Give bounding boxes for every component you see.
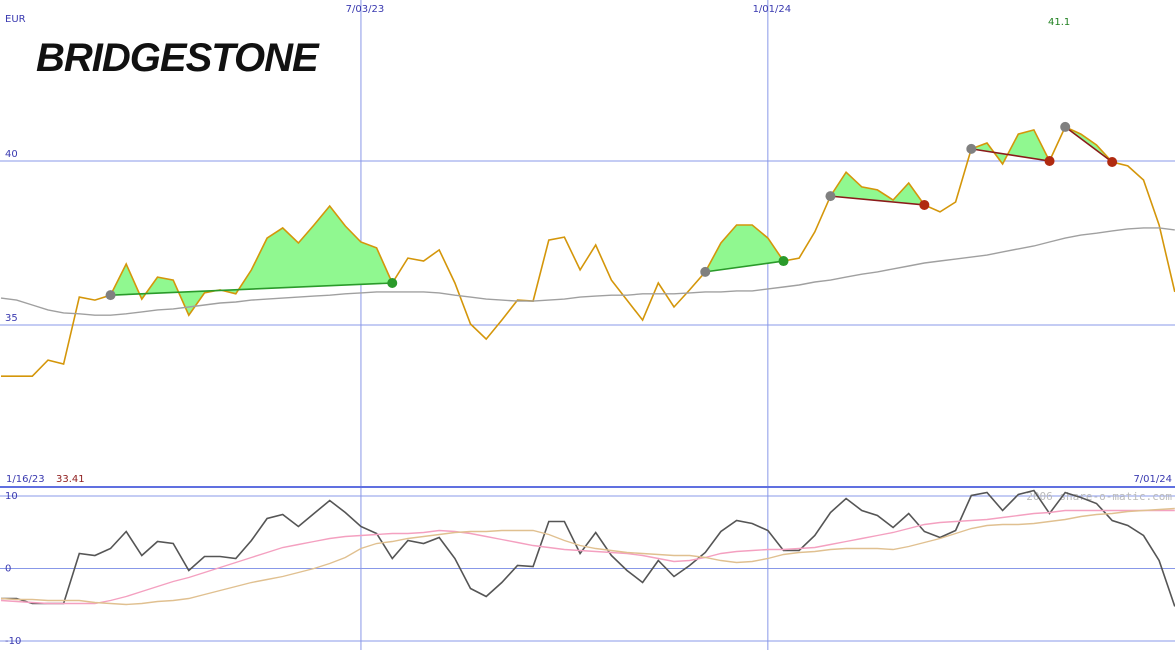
period-start: 1/16/23: [6, 474, 45, 485]
signal-area: [110, 206, 393, 316]
trend-line: [705, 260, 784, 273]
start-price: 33.41: [56, 474, 85, 485]
signal-start: [105, 290, 116, 301]
period-end: 7/01/24: [1133, 474, 1172, 485]
series-line: [1, 125, 1175, 377]
watermark: 2006 share-o-matic.com: [1026, 490, 1172, 503]
signal-end: [1107, 157, 1118, 168]
y-tick-label: 40: [5, 149, 18, 160]
signal-area: [705, 225, 784, 272]
trend-line: [830, 195, 925, 206]
signal-end: [387, 278, 398, 289]
logo: BRIDGESTONE: [36, 36, 320, 80]
signal-start: [825, 191, 836, 202]
x-tick-label: 1/01/24: [753, 4, 792, 15]
series-line: [0, 509, 1175, 605]
series-line: [0, 507, 1175, 606]
x-tick-label: 7/03/23: [346, 4, 385, 15]
y-tick-label: 35: [5, 313, 18, 324]
trend-line: [1064, 126, 1113, 163]
trend-line: [110, 282, 393, 296]
series-line: [0, 227, 1175, 316]
series-line: [1, 489, 1175, 607]
y-tick-label: 0: [5, 564, 11, 575]
signal-end: [919, 199, 930, 210]
signal-start: [700, 266, 711, 277]
signal-start: [966, 143, 977, 154]
signal-end: [778, 256, 789, 267]
unit-label: EUR: [5, 14, 26, 25]
y-tick-label: 10: [5, 491, 18, 502]
signal-area: [971, 129, 1050, 164]
high-label: 41.1: [1048, 17, 1070, 28]
trend-line: [971, 148, 1050, 162]
signal-end: [1044, 156, 1055, 167]
y-tick-label: -10: [5, 636, 21, 647]
signal-start: [1060, 121, 1071, 132]
